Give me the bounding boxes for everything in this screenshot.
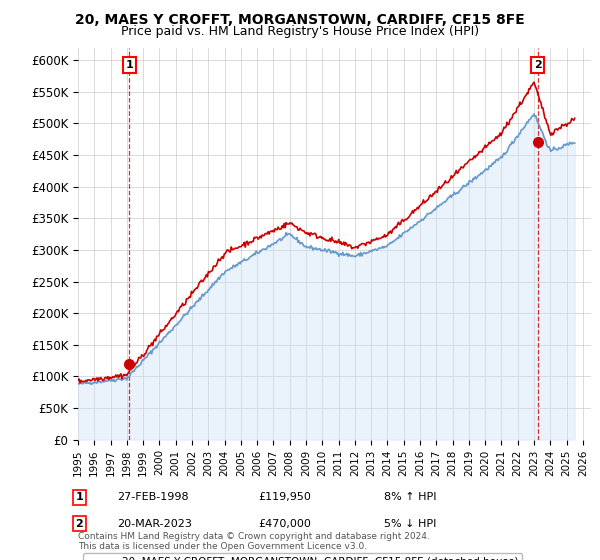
Text: 1: 1: [125, 60, 133, 70]
Text: 5% ↓ HPI: 5% ↓ HPI: [384, 519, 436, 529]
Text: 1: 1: [76, 492, 83, 502]
Text: 20-MAR-2023: 20-MAR-2023: [117, 519, 192, 529]
Text: £119,950: £119,950: [258, 492, 311, 502]
Text: £470,000: £470,000: [258, 519, 311, 529]
Text: Price paid vs. HM Land Registry's House Price Index (HPI): Price paid vs. HM Land Registry's House …: [121, 25, 479, 38]
Text: 2: 2: [534, 60, 541, 70]
Text: 20, MAES Y CROFFT, MORGANSTOWN, CARDIFF, CF15 8FE: 20, MAES Y CROFFT, MORGANSTOWN, CARDIFF,…: [75, 13, 525, 27]
Text: 2: 2: [76, 519, 83, 529]
Text: 8% ↑ HPI: 8% ↑ HPI: [384, 492, 437, 502]
Text: 27-FEB-1998: 27-FEB-1998: [117, 492, 188, 502]
Text: Contains HM Land Registry data © Crown copyright and database right 2024.
This d: Contains HM Land Registry data © Crown c…: [78, 531, 430, 551]
Legend: 20, MAES Y CROFFT, MORGANSTOWN, CARDIFF, CF15 8FE (detached house), HPI: Average: 20, MAES Y CROFFT, MORGANSTOWN, CARDIFF,…: [83, 553, 523, 560]
